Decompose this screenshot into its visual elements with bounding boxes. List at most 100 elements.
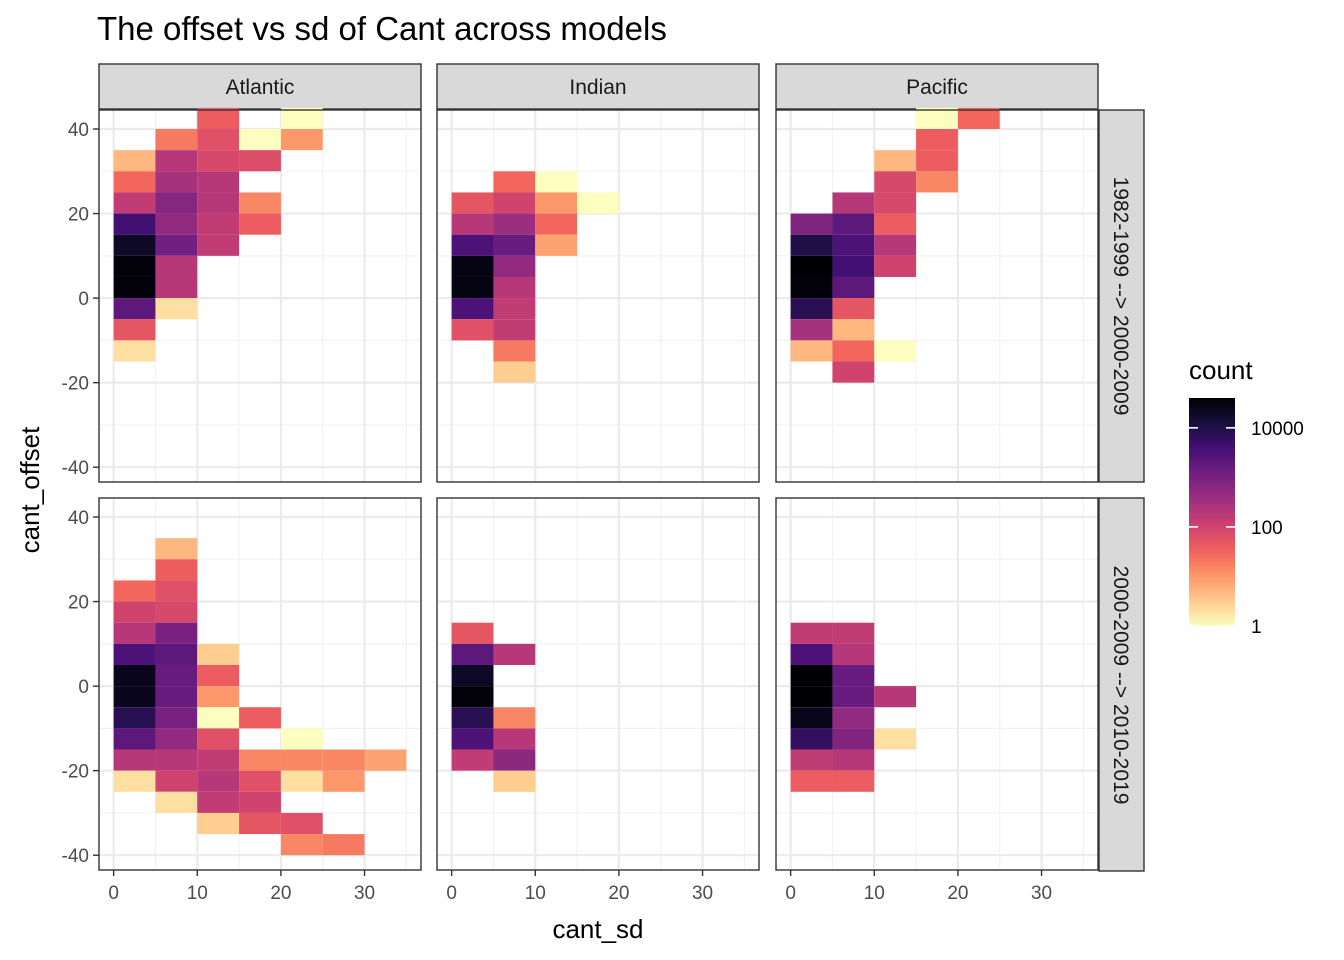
heatmap-cell <box>155 559 198 581</box>
heatmap-cell <box>239 129 281 151</box>
heatmap-cell <box>197 150 240 172</box>
y-axis-title: cant_offset <box>15 426 45 554</box>
heatmap-cell <box>197 770 240 792</box>
heatmap-cell <box>451 234 494 256</box>
heatmap-cell <box>280 728 323 750</box>
heatmap-cell <box>113 213 156 235</box>
heatmap-cell <box>197 707 240 729</box>
heatmap-cell <box>197 107 240 130</box>
heatmap-cell <box>493 213 536 235</box>
heatmap-cell <box>790 319 833 341</box>
heatmap-cell <box>239 812 281 835</box>
heatmap-cell <box>322 749 365 771</box>
heatmap-cell <box>451 276 494 299</box>
heatmap-cell <box>832 622 875 644</box>
panel-indian-row-1 <box>436 109 760 483</box>
y-axis-top-row: 40 20 0 -20 -40 <box>62 120 99 479</box>
heatmap-cell <box>451 664 494 687</box>
x-tick-label: 10 <box>525 883 546 904</box>
heatmap-cell <box>197 643 240 665</box>
heatmap-cell <box>113 686 156 708</box>
column-strip-label: Pacific <box>906 76 968 99</box>
heatmap-cell <box>113 707 156 729</box>
heatmap-cell <box>239 791 281 813</box>
heatmap-cell <box>280 770 323 792</box>
heatmap-cell <box>790 643 833 665</box>
heatmap-cell <box>790 770 833 792</box>
heatmap-cell <box>155 580 198 602</box>
heatmap-cell <box>113 171 156 193</box>
heatmap-cell <box>113 770 156 792</box>
heatmap-cell <box>451 707 494 729</box>
heatmap-cell <box>197 192 240 214</box>
heatmap-cell <box>451 749 494 771</box>
heatmap-cell <box>197 749 240 771</box>
column-strip-atlantic: Atlantic <box>98 63 422 110</box>
heatmap-cell <box>197 171 240 193</box>
heatmap-cell <box>790 749 833 771</box>
x-tick-label: 20 <box>947 883 968 904</box>
y-axis-bottom-row: 40 20 0 -20 -40 <box>62 508 99 867</box>
heatmap-cell <box>280 834 323 856</box>
heatmap-cell <box>451 622 494 644</box>
heatmap-cell <box>493 298 536 320</box>
heatmap-cell <box>451 255 494 277</box>
heatmap-cell <box>280 749 323 771</box>
heatmap-cell <box>832 686 875 708</box>
panel-pacific-row-2 <box>775 497 1099 871</box>
x-tick-label: 30 <box>692 883 713 904</box>
heatmap-cell <box>155 255 198 277</box>
heatmap-cell <box>790 255 833 277</box>
panel-pacific-row-1 <box>775 107 1099 483</box>
row-strip-label: 1982-1999 --> 2000-2009 <box>1109 177 1132 416</box>
heatmap-cell <box>155 686 198 708</box>
panel-border <box>98 497 422 871</box>
row-strip-1982-2000: 1982-1999 --> 2000-2009 <box>1098 109 1145 483</box>
heatmap-cell <box>493 707 536 729</box>
legend-label: 1 <box>1251 617 1262 638</box>
heatmap-cell <box>155 276 198 299</box>
heatmap-cell <box>832 319 875 341</box>
heatmap-cell <box>155 791 198 813</box>
heatmap-cell <box>113 192 156 214</box>
heatmap-cell <box>874 728 917 750</box>
heatmap-cell <box>493 340 536 362</box>
heatmap-cell <box>197 686 240 708</box>
row-strip-2000-2010: 2000-2009 --> 2010-2019 <box>1098 497 1145 872</box>
heatmap-cell <box>451 686 494 708</box>
heatmap-cell <box>874 213 917 235</box>
heatmap-cell <box>239 150 281 172</box>
heatmap-cell <box>832 728 875 750</box>
heatmap-cell <box>113 622 156 644</box>
heatmap-cell <box>239 707 281 729</box>
heatmap-cell <box>916 129 958 151</box>
heatmap-cell <box>790 340 833 362</box>
heatmap-cell <box>493 319 536 341</box>
column-strip-pacific: Pacific <box>775 63 1099 110</box>
heatmap-cell <box>280 107 323 130</box>
heatmap-cell <box>113 255 156 277</box>
heatmap-cell <box>832 770 875 792</box>
heatmap-cell <box>113 340 156 362</box>
y-tick-label: 40 <box>68 120 89 141</box>
heatmap-cell <box>113 728 156 750</box>
legend-title: count <box>1189 355 1253 385</box>
heatmap-cell <box>535 213 578 235</box>
heatmap-cell <box>155 707 198 729</box>
panel-atlantic-row-2 <box>98 497 422 871</box>
heatmap-cell <box>535 234 578 256</box>
heatmap-cell <box>155 770 198 792</box>
heatmap-cell <box>197 234 240 256</box>
y-tick-label: 20 <box>68 593 89 614</box>
heatmap-cell <box>155 298 198 320</box>
heatmap-cell <box>874 171 917 193</box>
y-tick-label: 0 <box>78 677 89 698</box>
heatmap-cell <box>790 276 833 299</box>
heatmap-cell <box>155 213 198 235</box>
heatmap-cell <box>916 171 958 193</box>
heatmap-cell <box>874 192 917 214</box>
legend-ticks: 10000 100 1 <box>1189 419 1304 638</box>
heatmap-cell <box>832 643 875 665</box>
y-tick-label: -40 <box>62 846 89 867</box>
heatmap-cell <box>493 770 536 792</box>
